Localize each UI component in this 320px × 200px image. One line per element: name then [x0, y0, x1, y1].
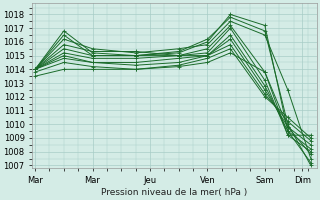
- X-axis label: Pression niveau de la mer( hPa ): Pression niveau de la mer( hPa ): [101, 188, 247, 197]
